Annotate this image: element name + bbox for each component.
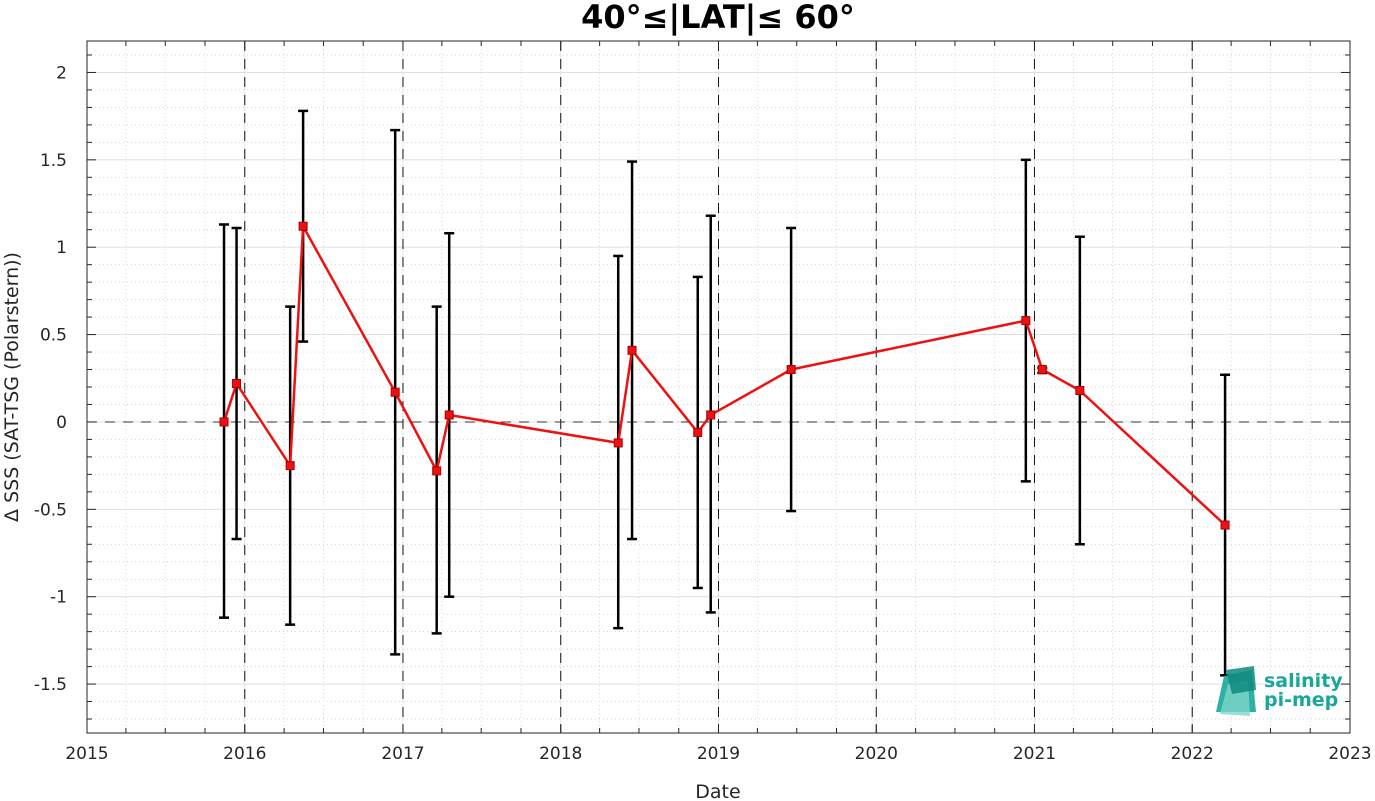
y-tick-labels: 2 1.5 1 0.5 0 -0.5 -1 -1.5 [34,63,67,695]
data-point [444,410,454,420]
year-separators [87,41,1350,733]
y-axis-label: Δ SSS (SAT-TSG (Polarstern)) [1,252,23,522]
data-point [613,438,623,448]
axis-ticks [86,41,1351,733]
data-point [706,410,716,420]
y-tick-label: -1 [50,588,67,608]
y-tick-label: 0 [56,413,67,433]
data-point [1037,365,1047,375]
data-point [390,387,400,397]
x-tick-label: 2021 [1013,744,1056,764]
data-point [1021,316,1031,326]
x-tick-label: 2015 [65,744,108,764]
x-tick-labels: 2015 2016 2017 2018 2019 2020 2021 2022 2023 [65,744,1371,764]
logo-text-line1: salinity [1264,670,1343,692]
series-polyline [222,224,1226,526]
chart-title: 40°≤|LAT|≤ 60° [581,0,855,37]
x-tick-label: 2023 [1328,744,1371,764]
data-point [627,345,637,355]
x-tick-label: 2018 [539,744,582,764]
data-point [1220,520,1230,530]
data-point [432,466,442,476]
logo-wave-icon [1216,666,1256,716]
data-point [693,427,703,437]
y-tick-label: 1.5 [40,151,67,171]
x-axis-label: Date [695,781,740,801]
data-point [786,365,796,375]
y-tick-label: -1.5 [34,675,67,695]
data-point [285,461,295,471]
x-tick-label: 2022 [1171,744,1214,764]
data-point [1075,385,1085,395]
y-tick-label: 1 [56,238,67,258]
salinity-pi-mep-logo: salinity pi-mep [1216,666,1343,716]
x-tick-label: 2019 [697,744,740,764]
data-point [219,417,229,427]
y-tick-label: 0.5 [40,326,67,346]
x-tick-label: 2016 [223,744,266,764]
x-tick-label: 2020 [855,744,898,764]
series-line [222,224,1226,526]
y-tick-label: 2 [56,63,67,83]
x-tick-label: 2017 [381,744,424,764]
data-markers [219,221,1230,530]
logo-text-line2: pi-mep [1264,689,1338,711]
data-point [232,379,242,389]
data-point [298,221,308,231]
y-tick-label: -0.5 [34,500,67,520]
